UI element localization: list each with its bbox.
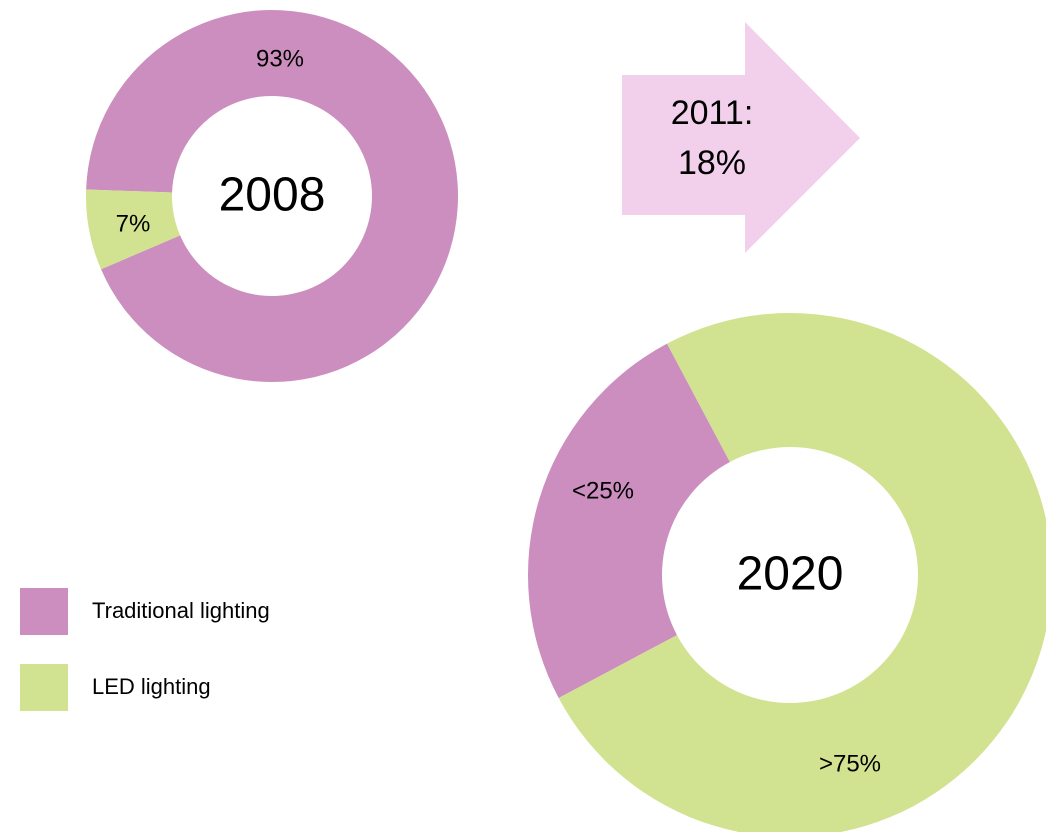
donut-slice [558, 313, 1046, 832]
data-label: 7% [116, 210, 151, 237]
data-label: <25% [572, 477, 634, 504]
data-label: 93% [256, 45, 304, 72]
donut-slice [85, 189, 181, 270]
legend-label: Traditional lighting [92, 598, 270, 623]
data-label: >75% [819, 750, 881, 777]
donut-slice [527, 343, 730, 699]
arrow-label: 18% [678, 144, 746, 182]
center-label: 2008 [219, 169, 326, 222]
arrow-label: 2011: [671, 94, 754, 132]
arrow [622, 22, 860, 253]
legend-label: LED lighting [92, 674, 211, 699]
donut-slice [86, 10, 458, 383]
legend-swatch [20, 664, 68, 711]
center-label: 2020 [737, 548, 844, 601]
legend-swatch [20, 588, 68, 635]
